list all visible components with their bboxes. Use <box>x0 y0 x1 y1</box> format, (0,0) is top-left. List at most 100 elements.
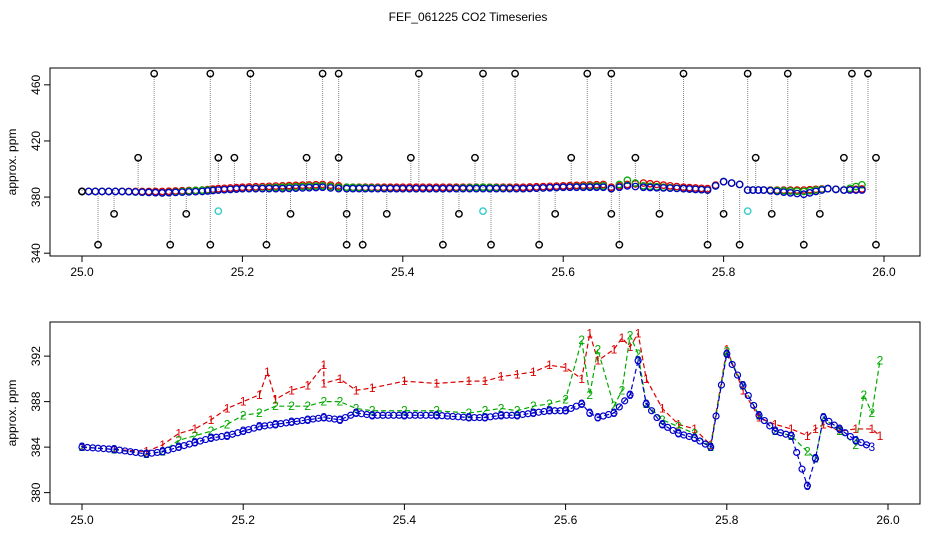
outlier-point <box>206 240 215 249</box>
outlier-point <box>182 210 191 218</box>
series-3-point <box>89 444 97 452</box>
series-1-marker: 1 <box>723 342 730 356</box>
outlier-point <box>318 69 327 78</box>
series-1-marker: 1 <box>272 392 279 406</box>
series-1-marker: 1 <box>611 342 618 356</box>
series-3-point <box>476 413 484 422</box>
series-3-marker: 3 <box>514 408 521 422</box>
series-1-marker: 1 <box>627 340 634 354</box>
series-3-point <box>395 411 403 419</box>
series-1-marker: 1 <box>320 358 327 372</box>
series-2-marker: 2 <box>546 397 553 411</box>
bottom-x-tick-label: 25.4 <box>393 513 417 527</box>
outlier-point <box>214 153 223 162</box>
series-2-marker: 2 <box>337 395 344 409</box>
top-x-tick-label: 25.6 <box>552 265 576 279</box>
outlier-point <box>94 240 102 249</box>
series-3-marker: 3 <box>836 422 843 436</box>
series-3-marker: 3 <box>288 415 295 429</box>
series-1-marker: 1 <box>740 383 747 397</box>
outlier-point <box>406 153 415 162</box>
series-3-marker: 3 <box>635 354 642 368</box>
series-3-point <box>449 412 457 421</box>
series-1-marker: 1 <box>643 372 650 386</box>
outlier-point <box>840 153 848 162</box>
series-1-marker: 1 <box>401 374 408 388</box>
series-3-point <box>318 183 327 192</box>
outlier-point <box>166 240 175 249</box>
series-3-point <box>836 425 844 433</box>
series-3-point <box>760 416 769 425</box>
series-2-marker: 2 <box>756 408 763 422</box>
outlier-point <box>735 240 744 249</box>
outlier-point <box>230 153 239 162</box>
series-2-marker: 2 <box>594 342 601 356</box>
bottom-plot-frame <box>49 321 921 505</box>
series-2-marker: 2 <box>675 420 682 434</box>
outlier-point <box>110 210 118 218</box>
outlier-point <box>799 240 808 249</box>
series-2-marker: 2 <box>530 399 537 413</box>
series-2-point <box>615 180 624 189</box>
series-1-marker: 1 <box>466 374 473 388</box>
series-3-marker: 3 <box>707 440 714 454</box>
series-3-marker: 3 <box>401 408 408 422</box>
series-2-marker: 2 <box>256 406 263 420</box>
series-3-point <box>209 186 217 195</box>
series-3-marker: 3 <box>820 411 827 425</box>
series-3-point <box>626 391 634 399</box>
series-1-marker: 1 <box>240 395 247 409</box>
series-2-marker: 2 <box>320 395 327 409</box>
series-3-point <box>862 441 871 449</box>
series-2-marker: 2 <box>812 452 819 466</box>
series-1-marker: 1 <box>530 365 537 379</box>
series-2-marker: 2 <box>836 424 843 438</box>
series-2-marker: 2 <box>691 426 698 440</box>
outlier-point <box>607 210 616 218</box>
series-3-point <box>198 187 207 196</box>
series-3-point <box>497 411 505 419</box>
series-1-marker: 1 <box>812 422 819 436</box>
outlier-point <box>615 240 624 249</box>
series-3-point <box>545 407 554 415</box>
series-3-point <box>841 429 849 437</box>
outlier-point <box>334 153 343 162</box>
series-1-marker: 1 <box>852 422 859 436</box>
series-3-point <box>91 187 100 196</box>
outlier-point <box>358 240 367 249</box>
series-2-marker: 2 <box>369 404 376 418</box>
top-y-tick-label: 420 <box>29 131 43 151</box>
series-3-marker: 3 <box>578 397 585 411</box>
series-3-marker: 3 <box>659 417 666 431</box>
series-1-marker: 1 <box>143 445 150 459</box>
outlier-point <box>134 153 143 162</box>
outlier-point <box>286 210 295 218</box>
series-3-marker: 3 <box>586 406 593 420</box>
top-x-tick-label: 25.0 <box>70 265 94 279</box>
series-2-marker: 2 <box>852 438 859 452</box>
series-3-point <box>615 183 624 192</box>
outlier-point <box>342 210 351 218</box>
series-2-point <box>623 176 632 185</box>
series-2-marker: 2 <box>175 433 182 447</box>
series-1-marker: 1 <box>836 424 843 438</box>
series-3-point <box>727 179 736 187</box>
series-3-point <box>819 413 828 422</box>
series-3-point <box>615 403 623 411</box>
series-3-marker: 3 <box>369 408 376 422</box>
series-3-point <box>104 187 113 196</box>
series-2-marker: 2 <box>578 333 585 347</box>
series-2-marker: 2 <box>514 404 521 418</box>
series-3-point <box>798 465 806 473</box>
series-3-point <box>846 432 854 441</box>
outlier-point <box>743 69 752 78</box>
series-3-marker: 3 <box>643 397 650 411</box>
outlier-point <box>382 210 391 218</box>
outlier-point <box>511 69 519 78</box>
series-3-point <box>787 432 795 440</box>
series-3-point <box>832 185 840 194</box>
series-1-marker: 1 <box>304 379 311 393</box>
series-3-point <box>599 183 608 192</box>
outlier-point <box>872 240 880 249</box>
